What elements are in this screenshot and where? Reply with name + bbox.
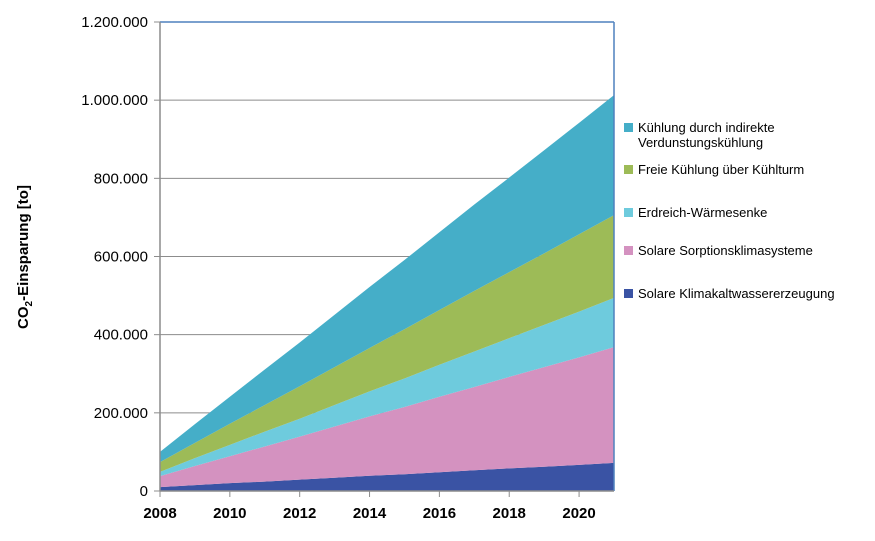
y-axis-title: CO2-Einsparung [to] bbox=[15, 185, 35, 329]
y-tick-label: 800.000 bbox=[94, 170, 148, 187]
legend-swatch bbox=[624, 123, 633, 132]
legend-label: Solare Klimakaltwassererzeugung bbox=[638, 286, 835, 301]
x-tick-label: 2010 bbox=[213, 505, 246, 522]
legend-item: Erdreich-Wärmesenke bbox=[624, 205, 874, 220]
x-tick-label: 2008 bbox=[143, 505, 176, 522]
y-axis-title-main: CO bbox=[15, 306, 32, 329]
x-tick-label: 2020 bbox=[562, 505, 595, 522]
legend-label: Erdreich-Wärmesenke bbox=[638, 205, 768, 220]
area-solare-klimakaltwassererzeugung bbox=[160, 462, 614, 491]
legend-swatch bbox=[624, 246, 633, 255]
legend-item: Kühlung durch indirekte Verdunstungskühl… bbox=[624, 120, 874, 150]
legend-item: Solare Klimakaltwassererzeugung bbox=[624, 286, 874, 301]
y-tick-label: 400.000 bbox=[94, 327, 148, 344]
legend-item: Solare Sorptionsklimasysteme bbox=[624, 243, 874, 258]
x-tick-label: 2018 bbox=[493, 505, 526, 522]
x-tick-label: 2012 bbox=[283, 505, 316, 522]
y-tick-label: 600.000 bbox=[94, 249, 148, 266]
y-tick-label: 200.000 bbox=[94, 405, 148, 422]
area-k-hlung-durch-indirekte-verdunstungsk-hlung bbox=[160, 95, 614, 463]
y-tick-label: 1.000.000 bbox=[81, 92, 148, 109]
legend-label: Solare Sorptionsklimasysteme bbox=[638, 243, 813, 258]
legend-swatch bbox=[624, 208, 633, 217]
y-tick-label: 1.200.000 bbox=[81, 14, 148, 31]
legend-label: Kühlung durch indirekte Verdunstungskühl… bbox=[638, 120, 775, 150]
x-tick-label: 2014 bbox=[353, 505, 387, 522]
legend-swatch bbox=[624, 165, 633, 174]
legend-item: Freie Kühlung über Kühlturm bbox=[624, 162, 874, 177]
area-solare-sorptionsklimasysteme bbox=[160, 347, 614, 488]
x-tick-label: 2016 bbox=[423, 505, 456, 522]
area-erdreich-w-rmesenke bbox=[160, 297, 614, 477]
y-tick-label: 0 bbox=[140, 483, 148, 500]
legend-label: Freie Kühlung über Kühlturm bbox=[638, 162, 805, 177]
area-freie-k-hlung-ber-k-hlturm bbox=[160, 215, 614, 472]
y-axis-title-rest: -Einsparung [to] bbox=[15, 185, 32, 301]
y-axis-title-subscript: 2 bbox=[24, 300, 35, 307]
legend-swatch bbox=[624, 289, 633, 298]
